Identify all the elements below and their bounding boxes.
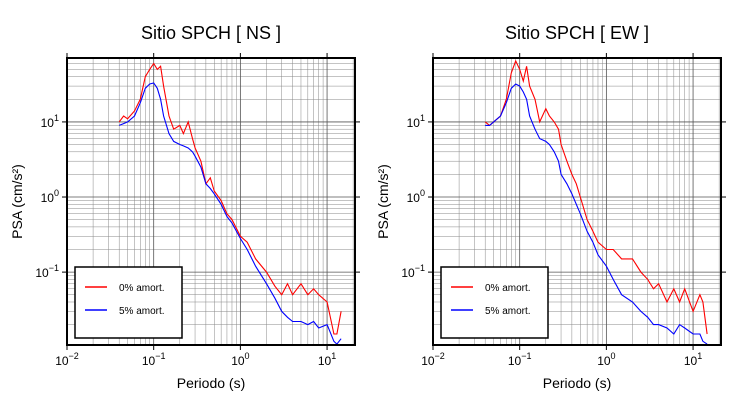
tick-label: 100 — [41, 188, 59, 205]
tick-exponent: 1 — [54, 113, 59, 123]
tick-base: 10 — [508, 354, 522, 368]
tick-exponent: 0 — [54, 188, 59, 198]
tick-label: 101 — [684, 351, 702, 368]
tick-base: 10 — [407, 191, 421, 205]
tick-exponent: −1 — [415, 263, 425, 273]
legend-label: 0% amort. — [485, 283, 531, 294]
chart-title: Sitio SPCH [ EW ] — [505, 23, 649, 43]
tick-base: 10 — [401, 266, 415, 280]
tick-exponent: 1 — [697, 351, 702, 361]
tick-exponent: 1 — [420, 113, 425, 123]
tick-exponent: −2 — [435, 351, 445, 361]
tick-base: 10 — [231, 354, 245, 368]
series-line — [118, 82, 342, 345]
tick-label: 101 — [318, 351, 336, 368]
tick-base: 10 — [142, 354, 156, 368]
tick-base: 10 — [41, 191, 55, 205]
tick-label: 10−1 — [142, 351, 166, 368]
plot-frame — [432, 57, 722, 346]
legend-label: 5% amort. — [485, 306, 531, 317]
tick-exponent: 0 — [245, 351, 250, 361]
x-axis-label: Periodo (s) — [177, 375, 245, 391]
tick-base: 10 — [407, 116, 421, 130]
tick-exponent: 0 — [420, 188, 425, 198]
tick-label: 101 — [41, 113, 59, 130]
plot-frame — [66, 57, 356, 346]
tick-label: 101 — [407, 113, 425, 130]
y-axis-label: PSA (cm/s²) — [375, 164, 391, 239]
tick-base: 10 — [41, 116, 55, 130]
tick-label: 100 — [407, 188, 425, 205]
tick-exponent: −2 — [69, 351, 79, 361]
tick-exponent: 1 — [331, 351, 336, 361]
tick-exponent: −1 — [155, 351, 165, 361]
tick-base: 10 — [318, 354, 332, 368]
x-axis-label: Periodo (s) — [543, 375, 611, 391]
tick-base: 10 — [597, 354, 611, 368]
tick-base: 10 — [55, 354, 69, 368]
tick-label: 10−1 — [35, 263, 59, 280]
y-axis-label: PSA (cm/s²) — [9, 164, 25, 239]
tick-label: 10−2 — [421, 351, 445, 368]
chart-title: Sitio SPCH [ NS ] — [141, 23, 281, 43]
tick-label: 10−1 — [401, 263, 425, 280]
legend-box — [440, 266, 549, 339]
legend-label: 5% amort. — [119, 306, 165, 317]
tick-label: 10−2 — [55, 351, 79, 368]
tick-base: 10 — [421, 354, 435, 368]
tick-base: 10 — [35, 266, 49, 280]
series-line — [118, 62, 342, 335]
series-line — [485, 83, 708, 345]
tick-label: 10−1 — [508, 351, 532, 368]
series-line — [484, 59, 708, 335]
tick-label: 100 — [231, 351, 249, 368]
tick-exponent: −1 — [521, 351, 531, 361]
tick-exponent: 0 — [611, 351, 616, 361]
tick-label: 100 — [597, 351, 615, 368]
tick-exponent: −1 — [49, 263, 59, 273]
tick-base: 10 — [684, 354, 698, 368]
legend-label: 0% amort. — [119, 283, 165, 294]
legend-box — [74, 266, 183, 339]
